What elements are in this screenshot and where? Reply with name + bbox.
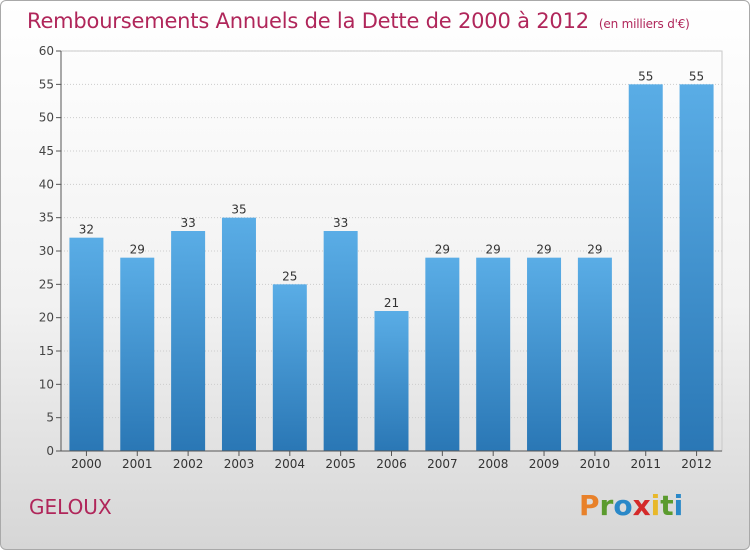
y-tick-label: 5 <box>46 411 54 425</box>
y-tick-label: 15 <box>39 344 54 358</box>
x-tick-label-2012: 2012 <box>681 457 712 471</box>
data-label-2008: 29 <box>486 243 501 257</box>
axes: 0 5 10 15 20 25 30 35 40 45 50 55 60 2000 2001 2002 2003… <box>39 44 722 471</box>
proxiti-logo: Proxiti <box>579 489 684 522</box>
bar-2003 <box>221 217 256 451</box>
bar-2002 <box>171 231 206 451</box>
bar-2001 <box>120 257 155 451</box>
bar-2006 <box>374 311 409 451</box>
x-tick-label-2010: 2010 <box>580 457 611 471</box>
data-label-2009: 29 <box>536 243 551 257</box>
y-tick-label: 10 <box>39 377 54 391</box>
bar-2005 <box>323 231 358 451</box>
x-tick-label-2005: 2005 <box>325 457 356 471</box>
x-tick-label-2001: 2001 <box>122 457 153 471</box>
data-label-2012: 55 <box>689 69 704 83</box>
data-label-2001: 29 <box>130 243 145 257</box>
x-tick-label-2008: 2008 <box>478 457 509 471</box>
y-tick-label: 30 <box>39 244 54 258</box>
y-tick-label: 40 <box>39 177 54 191</box>
y-tick-label: 45 <box>39 144 54 158</box>
bar-2007 <box>425 257 460 451</box>
chart-title: Remboursements Annuels de la Dette de 20… <box>27 9 690 33</box>
x-tick-label-2011: 2011 <box>630 457 661 471</box>
data-label-2010: 29 <box>587 243 602 257</box>
data-label-2002: 33 <box>180 216 195 230</box>
y-tick-label: 0 <box>46 444 54 458</box>
title-unit: (en milliers d'€) <box>598 17 690 31</box>
x-tick-label-2002: 2002 <box>173 457 204 471</box>
x-tick-label-2009: 2009 <box>529 457 560 471</box>
data-label-2005: 33 <box>333 216 348 230</box>
data-label-2006: 21 <box>384 296 399 310</box>
data-label-2003: 35 <box>231 203 246 217</box>
bar-2009 <box>527 257 562 451</box>
bar-2008 <box>476 257 511 451</box>
bar-2010 <box>577 257 612 451</box>
y-tick-label: 25 <box>39 277 54 291</box>
title-text: Remboursements Annuels de la Dette de 20… <box>27 9 589 33</box>
y-tick-label: 50 <box>39 111 54 125</box>
commune-name: GELOUX <box>29 495 112 519</box>
y-tick-label: 60 <box>39 44 54 58</box>
y-tick-label: 55 <box>39 77 54 91</box>
x-tick-label-2003: 2003 <box>224 457 255 471</box>
bar-2012 <box>679 84 714 451</box>
x-tick-label-2007: 2007 <box>427 457 458 471</box>
x-tick-label-2000: 2000 <box>71 457 102 471</box>
y-tick-label: 35 <box>39 211 54 225</box>
data-label-2011: 55 <box>638 69 653 83</box>
y-tick-label: 20 <box>39 311 54 325</box>
bar-2004 <box>272 284 307 451</box>
data-label-2000: 32 <box>79 223 94 237</box>
x-tick-label-2006: 2006 <box>376 457 407 471</box>
data-label-2004: 25 <box>282 269 297 283</box>
bars: 32 29 33 35 25 33 21 29 29 29 29 55 55 <box>69 69 714 451</box>
bar-2011 <box>628 84 663 451</box>
bar-2000 <box>69 237 104 451</box>
x-tick-label-2004: 2004 <box>275 457 306 471</box>
data-label-2007: 29 <box>435 243 450 257</box>
